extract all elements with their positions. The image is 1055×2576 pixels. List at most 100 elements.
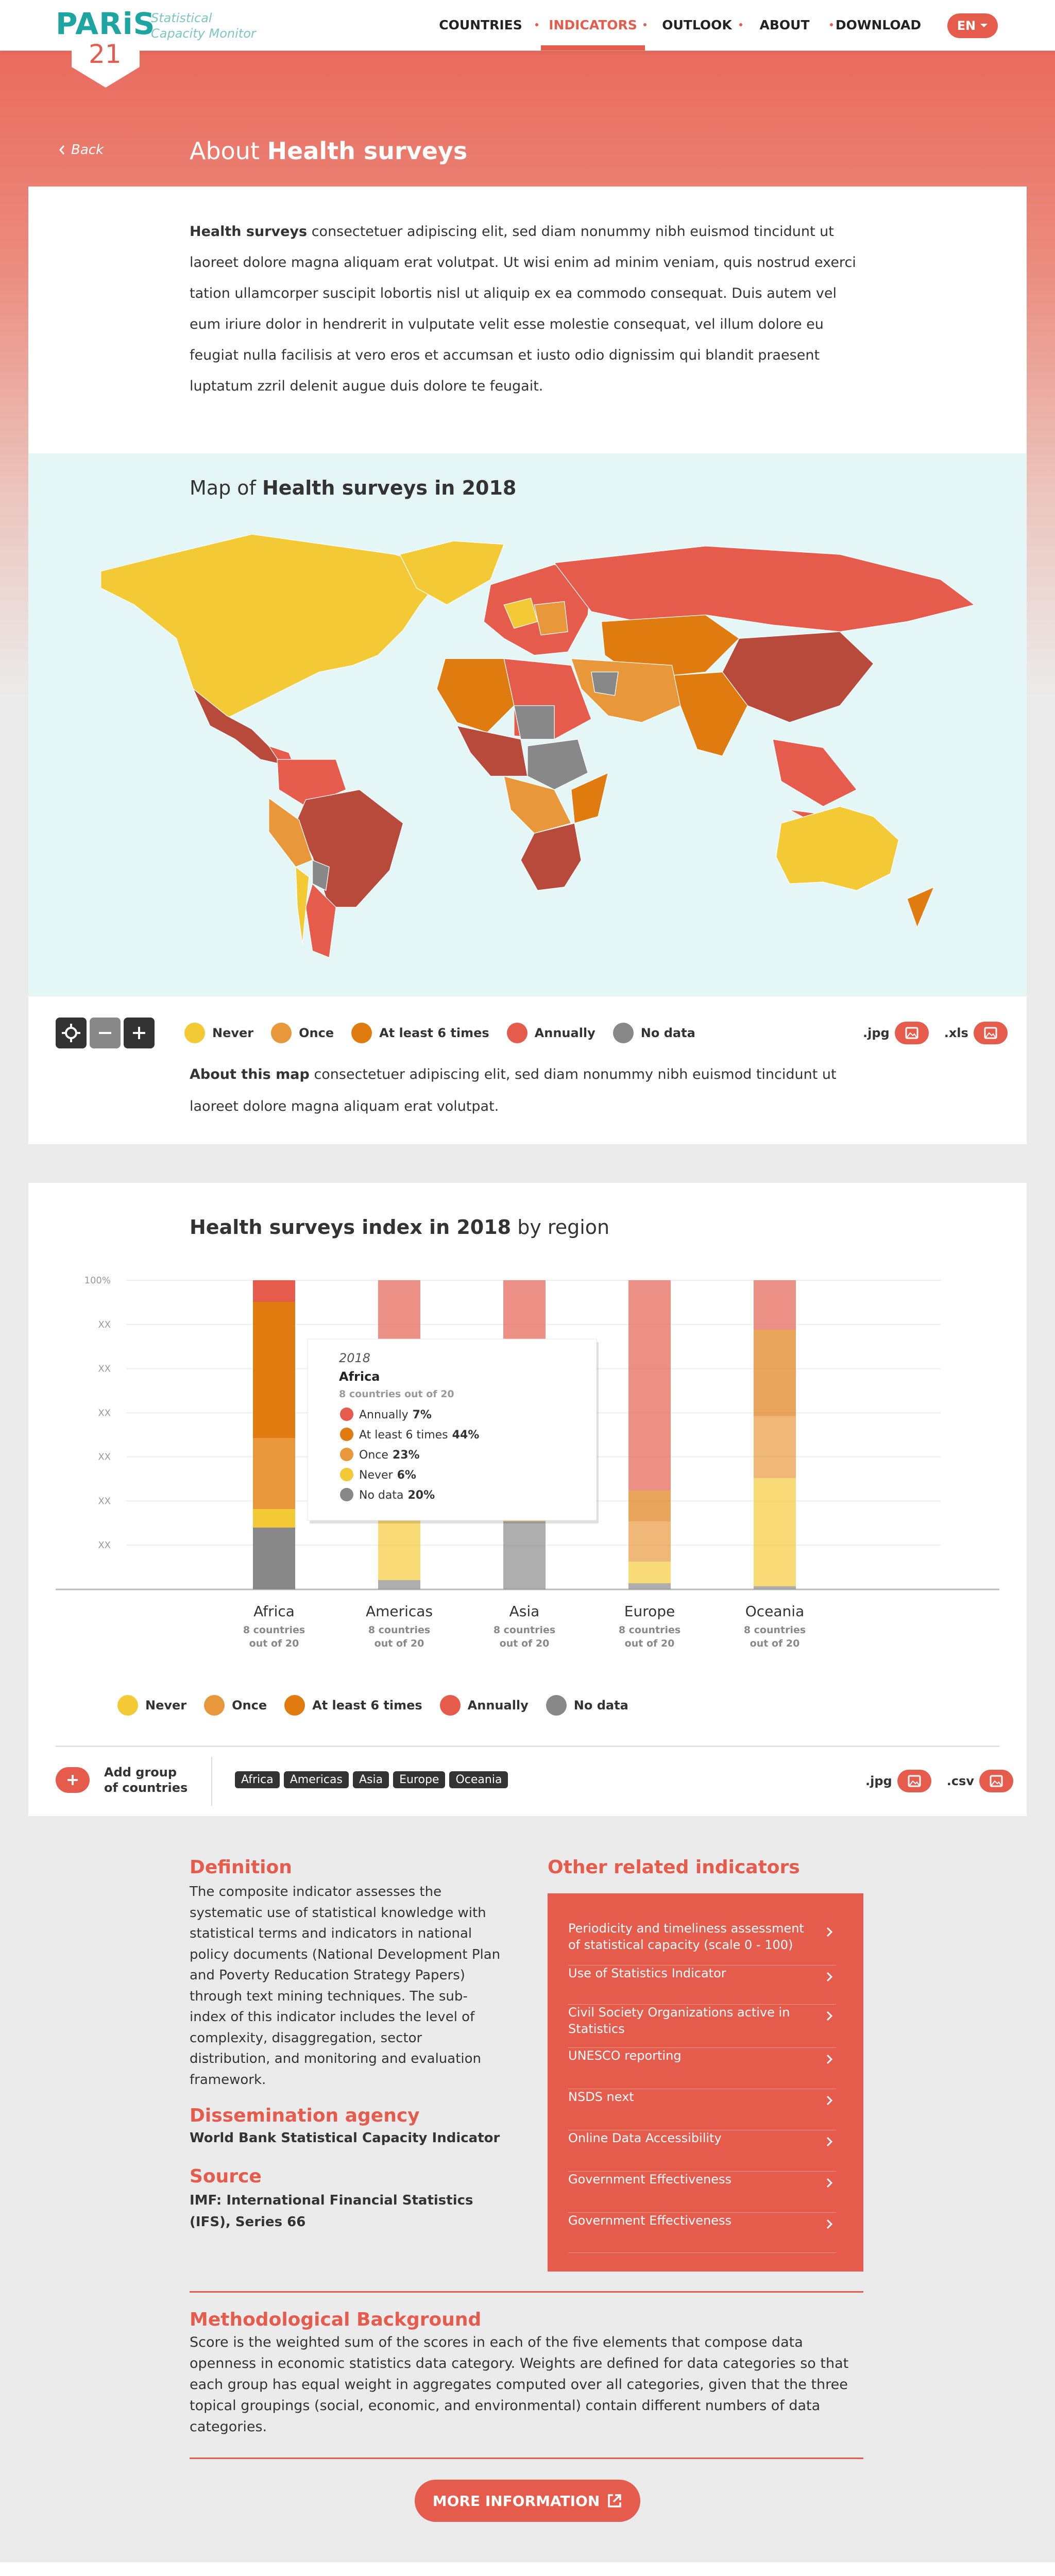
country-shape[interactable] — [503, 598, 538, 629]
country-shape[interactable] — [456, 725, 528, 777]
bar-segment[interactable] — [253, 1509, 295, 1528]
country-shape[interactable] — [527, 739, 589, 790]
related-item[interactable]: NSDS next — [568, 2089, 836, 2130]
language-button[interactable]: EN — [947, 13, 998, 38]
legend-swatch — [546, 1695, 567, 1716]
nav-item[interactable]: ABOUT — [759, 18, 810, 32]
group-chip[interactable]: Asia — [352, 1771, 389, 1788]
country-shape[interactable] — [591, 671, 619, 696]
bar-segment[interactable] — [754, 1586, 796, 1589]
bar-segment[interactable] — [378, 1518, 420, 1580]
country-shape[interactable] — [520, 823, 582, 891]
rule — [190, 2458, 863, 2459]
tooltip-entry: At least 6 times 44% — [359, 1429, 479, 1442]
logo-word[interactable]: PARiS — [56, 6, 156, 41]
nav-separator — [643, 23, 646, 26]
country-shape[interactable] — [772, 739, 858, 807]
country-shape[interactable] — [268, 797, 313, 868]
bar-segment[interactable] — [628, 1562, 671, 1583]
bar-segment[interactable] — [754, 1280, 796, 1330]
related-item[interactable]: Government Effectiveness — [568, 2212, 836, 2253]
map-legend: Never Once At least 6 times Annually No data — [184, 1023, 695, 1043]
country-shape[interactable] — [399, 540, 505, 605]
country-shape[interactable] — [100, 534, 441, 723]
chevron-icon — [826, 1927, 833, 1937]
related-item[interactable]: UNESCO reporting — [568, 2047, 836, 2089]
chevron-icon — [826, 2054, 833, 2064]
source-title: Source — [190, 2166, 262, 2187]
legend-swatch — [439, 1695, 461, 1716]
zoom-out-button[interactable] — [90, 1018, 121, 1048]
download-button[interactable]: .jpg — [865, 1770, 931, 1792]
more-information-button[interactable]: MORE INFORMATION — [415, 2480, 640, 2522]
y-tick-label: XX — [98, 1364, 111, 1375]
download-button[interactable]: .jpg — [863, 1022, 929, 1044]
add-group[interactable]: Add group of countries — [56, 1765, 188, 1795]
intro-text: Health surveys consectetuer adipiscing e… — [190, 216, 859, 402]
legend-swatch — [117, 1695, 138, 1716]
related-box — [548, 1893, 863, 2272]
country-shape[interactable] — [503, 775, 572, 834]
bar-segment[interactable] — [754, 1478, 796, 1586]
nav-item[interactable]: DOWNLOAD — [835, 18, 922, 32]
map-downloads: .jpg .xls — [863, 1022, 1008, 1044]
nav-item[interactable]: INDICATORS — [549, 18, 637, 32]
intro-body: consectetuer adipiscing elit, sed diam n… — [190, 224, 856, 394]
bar-segment[interactable] — [253, 1528, 295, 1589]
related-item[interactable]: Government Effectiveness — [568, 2171, 836, 2213]
country-shape[interactable] — [571, 772, 609, 824]
y-tick-label: XX — [98, 1452, 111, 1463]
related-item[interactable]: Online Data Accessibility — [568, 2130, 836, 2172]
bar-segment[interactable] — [253, 1302, 295, 1438]
group-chip[interactable]: Americas — [283, 1771, 349, 1788]
country-shape[interactable] — [553, 546, 975, 632]
bar-segment[interactable] — [628, 1280, 671, 1490]
related-item[interactable]: Periodicity and timeliness assessment of… — [568, 1920, 836, 1965]
bar-segment[interactable] — [253, 1438, 295, 1509]
logo-number[interactable]: 21 — [89, 39, 122, 69]
country-shape[interactable] — [295, 866, 310, 944]
group-chip[interactable]: Europe — [393, 1771, 446, 1788]
icon-line — [985, 1032, 996, 1038]
category-note: out of 20 — [500, 1638, 550, 1649]
country-shape[interactable] — [305, 883, 336, 958]
group-chip[interactable]: Africa — [235, 1771, 280, 1788]
category-note: 8 countries — [494, 1624, 555, 1636]
country-shape[interactable] — [514, 705, 555, 740]
download-button[interactable]: .xls — [944, 1022, 1008, 1044]
bar-segment[interactable] — [754, 1330, 796, 1416]
bar-segment[interactable] — [378, 1580, 420, 1589]
bar-segment[interactable] — [628, 1490, 671, 1521]
country-shape[interactable] — [534, 601, 568, 636]
zoom-in-button[interactable] — [124, 1018, 155, 1048]
country-shape[interactable] — [907, 886, 935, 928]
related-item[interactable]: Use of Statistics Indicator — [568, 1965, 836, 2005]
chevron — [826, 2053, 833, 2069]
nav-item[interactable]: COUNTRIES — [439, 18, 522, 32]
bar-segment[interactable] — [253, 1280, 295, 1302]
country-shape[interactable] — [312, 859, 330, 891]
icon — [990, 1775, 1003, 1787]
world-map[interactable] — [28, 453, 1027, 996]
icon — [826, 2095, 833, 2106]
group-chip[interactable]: Oceania — [449, 1771, 508, 1788]
download-label: .jpg — [865, 1774, 892, 1788]
nav-item[interactable]: OUTLOOK — [662, 18, 732, 32]
back-link[interactable]: Back — [59, 142, 104, 158]
plus — [67, 1775, 78, 1785]
download-button[interactable]: .csv — [947, 1770, 1013, 1792]
bar-segment[interactable] — [754, 1416, 796, 1478]
tooltip-swatch — [340, 1448, 353, 1461]
bar-segment[interactable] — [628, 1583, 671, 1589]
map-countries — [100, 534, 975, 958]
bar-segment[interactable] — [503, 1521, 546, 1589]
bar-segment[interactable] — [628, 1521, 671, 1562]
chevron — [826, 2135, 833, 2151]
country-shape[interactable] — [775, 806, 899, 891]
definition-text: The composite indicator assesses the sys… — [190, 1884, 501, 2088]
country-shape[interactable] — [436, 658, 515, 733]
nav-separator — [830, 23, 833, 26]
map-about-text: consectetuer adipiscing elit, sed diam n… — [190, 1066, 837, 1114]
related-item[interactable]: Civil Society Organizations active in St… — [568, 2004, 836, 2048]
zoom-reset-button[interactable] — [56, 1018, 87, 1048]
